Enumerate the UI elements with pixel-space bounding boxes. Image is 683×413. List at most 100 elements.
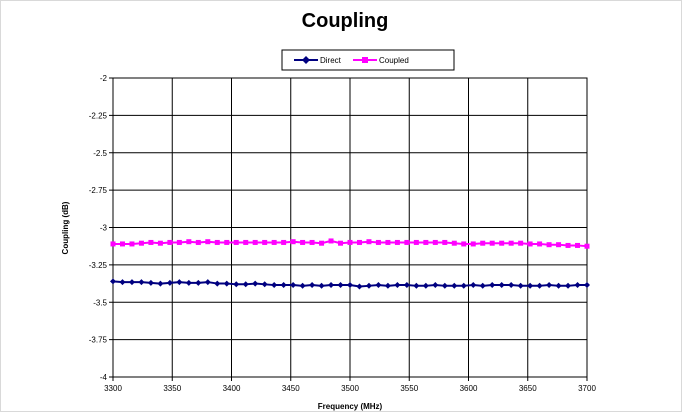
legend-label-direct: Direct — [320, 56, 342, 65]
y-tick-label: -3.25 — [89, 261, 108, 270]
data-point — [527, 241, 533, 247]
data-point — [290, 239, 296, 245]
data-point — [555, 282, 562, 289]
y-tick-label: -3.5 — [93, 298, 107, 307]
data-point — [195, 239, 201, 245]
data-point — [365, 282, 372, 289]
data-point — [214, 239, 220, 245]
chart-title: Coupling — [302, 10, 389, 32]
data-point — [300, 239, 306, 245]
data-point — [242, 281, 249, 288]
data-point — [403, 282, 410, 289]
data-point — [167, 239, 173, 245]
data-point — [480, 240, 486, 246]
data-point — [110, 241, 116, 247]
y-axis-ticks: -2 -2.25 -2.5 -2.75 -3 -3.25 -3.5 -3.75 -4 — [89, 74, 113, 382]
data-point — [499, 240, 505, 246]
data-point — [290, 282, 297, 289]
x-tick-label: 3400 — [223, 384, 241, 393]
data-point — [432, 282, 439, 289]
data-point — [337, 282, 344, 289]
data-point — [261, 281, 268, 288]
data-point — [347, 282, 353, 289]
data-point — [432, 239, 438, 245]
data-point — [394, 282, 401, 289]
legend: Direct Coupled — [281, 49, 455, 71]
data-point — [147, 279, 154, 286]
series-coupled — [110, 238, 590, 249]
x-tick-label: 3300 — [104, 384, 122, 393]
x-tick-label: 3550 — [400, 384, 418, 393]
data-point — [442, 239, 448, 245]
legend-label-coupled: Coupled — [379, 56, 409, 65]
data-point — [186, 239, 192, 245]
data-point — [119, 241, 125, 247]
data-point — [584, 243, 590, 249]
data-point — [204, 279, 211, 286]
x-axis-ticks: 3300 3350 3400 3450 3500 3550 3600 3650 3700 — [104, 377, 596, 393]
data-point — [479, 282, 486, 289]
data-point — [413, 282, 420, 289]
data-point — [318, 282, 325, 289]
data-point — [328, 238, 334, 244]
data-point — [309, 239, 315, 245]
y-tick-label: -2.75 — [89, 186, 108, 195]
data-point — [584, 282, 590, 289]
data-point — [575, 242, 581, 248]
data-point — [252, 239, 258, 245]
data-point — [460, 282, 467, 289]
series-layer — [110, 238, 590, 290]
x-axis-label: Frequency (MHz) — [318, 402, 383, 411]
data-point — [138, 240, 144, 246]
y-tick-label: -2 — [100, 74, 108, 83]
data-point — [233, 281, 240, 288]
data-point — [185, 279, 192, 286]
data-point — [441, 282, 448, 289]
data-point — [281, 239, 287, 245]
x-tick-label: 3450 — [282, 384, 300, 393]
data-point — [498, 282, 505, 289]
data-point — [157, 280, 164, 287]
x-tick-label: 3600 — [460, 384, 478, 393]
data-point — [309, 282, 316, 289]
data-point — [205, 239, 211, 245]
data-point — [224, 239, 230, 245]
data-point — [536, 282, 543, 289]
data-point — [157, 240, 163, 246]
data-point — [394, 239, 400, 245]
data-point — [138, 279, 145, 286]
data-point — [356, 239, 362, 245]
data-point — [527, 282, 534, 289]
x-tick-label: 3500 — [341, 384, 359, 393]
data-point — [176, 239, 182, 245]
data-point — [422, 282, 429, 289]
legend-marker-direct — [302, 56, 310, 64]
data-point — [319, 240, 325, 246]
data-point — [214, 280, 221, 287]
y-tick-label: -2.25 — [89, 111, 108, 120]
legend-marker-coupled — [362, 57, 368, 63]
data-point — [517, 282, 524, 289]
data-point — [233, 239, 239, 245]
data-point — [508, 240, 514, 246]
series-direct — [110, 278, 590, 290]
data-point — [537, 241, 543, 247]
data-point — [574, 282, 581, 289]
data-point — [110, 278, 116, 285]
data-point — [356, 283, 363, 290]
data-point — [280, 282, 287, 289]
y-tick-label: -4 — [100, 373, 108, 382]
data-point — [489, 282, 496, 289]
data-point — [546, 242, 552, 248]
data-point — [375, 239, 381, 245]
data-point — [384, 282, 391, 289]
x-tick-label: 3700 — [578, 384, 596, 393]
data-point — [128, 279, 135, 286]
y-tick-label: -3.75 — [89, 336, 108, 345]
data-point — [556, 242, 562, 248]
data-point — [413, 239, 419, 245]
x-tick-label: 3350 — [163, 384, 181, 393]
data-point — [252, 280, 259, 287]
